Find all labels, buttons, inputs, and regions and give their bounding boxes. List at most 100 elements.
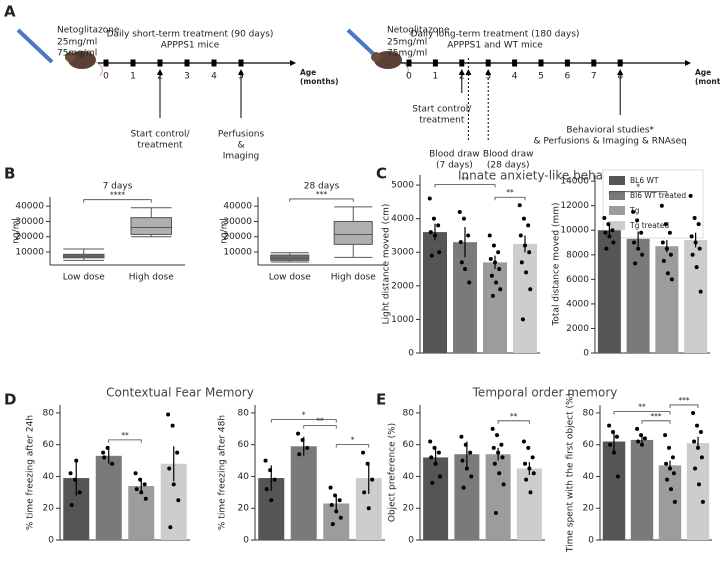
y-tick-label: 80	[403, 408, 415, 418]
data-point	[697, 246, 702, 251]
y-axis-label: Total distance moved (mm)	[552, 202, 562, 326]
data-point	[143, 496, 148, 501]
bar	[597, 230, 621, 353]
data-point	[463, 267, 467, 272]
significance-bracket	[669, 404, 699, 408]
y-tick-label: 4000	[566, 299, 589, 309]
timeline-tick	[617, 59, 623, 67]
data-point	[608, 442, 613, 447]
timeline-axis-label: Age	[695, 68, 711, 77]
data-point	[176, 498, 181, 503]
bar	[684, 240, 708, 353]
y-tick-label: 80	[238, 408, 250, 418]
data-point	[636, 246, 641, 251]
data-point	[661, 258, 666, 263]
data-point	[461, 216, 466, 221]
data-point	[698, 289, 703, 294]
y-tick-label: 20	[403, 504, 415, 514]
bar	[658, 465, 682, 540]
timeline-tick-label: 5	[538, 72, 544, 82]
data-point	[668, 487, 673, 492]
timeline-title: Daily long-term treatment (180 days)	[411, 30, 580, 40]
legend-swatch	[609, 176, 625, 185]
data-point	[531, 471, 536, 476]
y-tick-label: 0	[243, 536, 249, 546]
data-point	[520, 317, 525, 322]
data-point	[635, 426, 640, 431]
data-point	[602, 215, 607, 220]
data-point	[528, 490, 533, 495]
data-point	[669, 277, 674, 282]
legend-label: Tg treated	[629, 221, 669, 230]
data-point	[665, 271, 670, 276]
data-point	[489, 273, 494, 278]
bar	[516, 468, 542, 540]
data-point	[499, 442, 504, 447]
panel-label: B	[4, 165, 15, 183]
data-point	[469, 474, 474, 479]
data-point	[603, 230, 608, 235]
y-axis-label: Time spent with the first object (%)	[566, 393, 576, 553]
y-tick-label: 60	[403, 440, 415, 450]
data-point	[612, 450, 616, 455]
significance-bracket	[494, 196, 526, 201]
data-point	[689, 234, 694, 239]
x-tick-label: Low dose	[63, 273, 105, 283]
data-point	[660, 240, 665, 245]
timeline-tick-label: 4	[512, 72, 518, 82]
data-point	[133, 471, 138, 476]
data-point	[457, 209, 462, 214]
timeline-tick-label: 1	[130, 72, 136, 82]
data-point	[527, 250, 532, 255]
mouse-right	[346, 28, 409, 77]
data-point	[524, 270, 529, 275]
data-point	[492, 461, 497, 466]
data-point	[496, 250, 501, 255]
data-point	[366, 506, 371, 511]
data-point	[297, 452, 302, 457]
data-point	[699, 455, 704, 460]
data-point	[436, 450, 441, 455]
timeline-tick-label: 0	[103, 72, 109, 82]
significance-label: **	[316, 417, 324, 426]
y-tick-label: 12000	[560, 201, 589, 211]
y-tick-label: 10000	[223, 248, 252, 258]
significance-bracket	[335, 444, 370, 448]
y-tick-label: 60	[43, 440, 55, 450]
timeline-annotation: Start control/	[130, 130, 190, 140]
data-point	[459, 434, 464, 439]
timeline-arrowhead	[157, 69, 163, 75]
significance-label: ***	[316, 190, 328, 199]
data-point	[671, 471, 676, 476]
timeline-tick	[591, 59, 597, 67]
y-tick-label: 40000	[15, 202, 44, 212]
timeline-annotation: Perfusions	[218, 130, 265, 140]
timeline-tick-label: 7	[591, 72, 597, 82]
timeline-annotation: Imaging	[223, 152, 260, 162]
y-tick-label: 5000	[391, 181, 414, 191]
timeline-tick	[512, 59, 518, 67]
data-point	[606, 222, 611, 227]
data-point	[518, 233, 523, 238]
data-point	[523, 461, 527, 466]
significance-bracket	[289, 198, 354, 202]
data-point	[519, 260, 524, 265]
data-point	[166, 412, 171, 417]
data-point	[333, 493, 338, 498]
data-point	[526, 223, 531, 228]
data-point	[696, 222, 701, 227]
bar	[128, 486, 155, 540]
y-tick-label: 40	[403, 472, 415, 482]
data-point	[500, 455, 505, 460]
data-point	[528, 287, 533, 292]
data-point	[632, 240, 637, 245]
y-tick-label: 80	[583, 408, 595, 418]
data-point	[272, 477, 277, 482]
timeline-annotation: Blood draw	[429, 150, 480, 160]
timeline-tick	[211, 59, 217, 67]
data-point	[517, 203, 522, 208]
data-point	[497, 471, 502, 476]
y-axis-label: Light distance moved (cm)	[382, 204, 392, 325]
significance-label: *	[351, 436, 355, 445]
data-point	[437, 250, 442, 255]
